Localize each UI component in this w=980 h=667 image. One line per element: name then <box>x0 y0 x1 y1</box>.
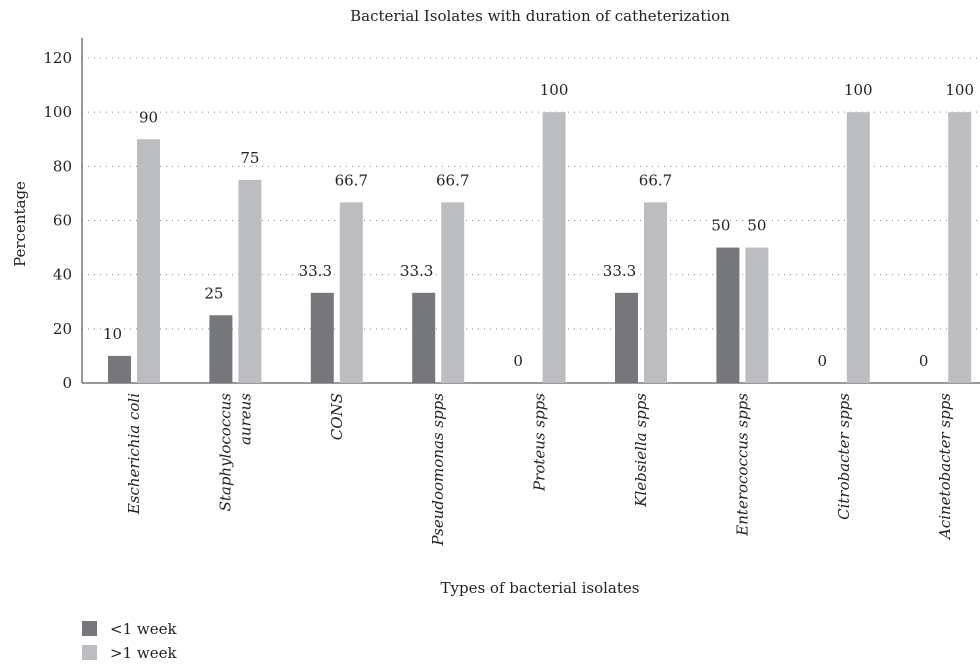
bar-value-label: 10 <box>103 325 122 343</box>
bar-value-label: 0 <box>919 352 929 370</box>
bar-value-label: 0 <box>818 352 828 370</box>
y-tick-label: 120 <box>43 49 72 67</box>
x-category-label: CONS <box>328 393 346 440</box>
bar-value-label: 0 <box>513 352 523 370</box>
bar <box>644 202 667 383</box>
y-axis-ticks: 0 20 40 60 80 100 120 <box>43 49 72 392</box>
x-category-label: Escherichia coli <box>125 393 143 515</box>
y-tick-label: 0 <box>62 374 72 392</box>
bar-value-label: 66.7 <box>436 171 469 189</box>
x-category-label: Staphylococcus <box>216 393 234 512</box>
bar <box>209 315 233 383</box>
bar <box>310 292 334 383</box>
y-tick-label: 100 <box>43 103 72 121</box>
bar <box>339 202 363 383</box>
x-category-label: Acinetobacter spps <box>936 393 954 541</box>
bar-value-label: 33.3 <box>603 262 636 280</box>
bar <box>137 139 160 383</box>
bar <box>716 247 740 383</box>
bar-value-label: 25 <box>204 284 223 302</box>
bars <box>108 112 972 384</box>
bar <box>108 355 131 383</box>
bar-value-label: 100 <box>540 81 569 99</box>
x-category-label: Klebsiella spps <box>632 393 650 508</box>
bar <box>948 112 972 384</box>
chart-title: Bacterial Isolates with duration of cath… <box>350 7 730 25</box>
y-tick-label: 40 <box>53 266 72 284</box>
x-category-label: Citrobacter spps <box>835 393 853 520</box>
x-axis-category-labels: Escherichia coli Staphylococcus aureus CONS… <box>125 393 954 547</box>
bar-value-label: 66.7 <box>639 171 672 189</box>
x-category-label: Pseudoomonas spps <box>429 393 447 547</box>
y-tick-label: 20 <box>53 320 72 338</box>
y-tick-label: 80 <box>53 157 72 175</box>
bar <box>615 292 638 383</box>
x-category-label: Proteus spps <box>531 393 549 492</box>
y-axis-label: Percentage <box>11 181 29 267</box>
bar-value-label: 50 <box>747 217 766 235</box>
legend-label: <1 week <box>110 620 177 638</box>
data-labels: 10 90 25 75 33.3 66.7 33.3 66.7 0 100 33.3 66.7 50 50… <box>103 81 974 370</box>
x-axis-label: Types of bacterial isolates <box>441 579 640 597</box>
bar <box>542 112 566 384</box>
bar-value-label: 100 <box>844 81 873 99</box>
bar-value-label: 90 <box>139 108 158 126</box>
x-category-label: aureus <box>236 393 254 445</box>
bar-value-label: 33.3 <box>400 262 433 280</box>
y-tick-label: 60 <box>53 212 72 230</box>
bar-value-label: 66.7 <box>335 171 368 189</box>
bar <box>412 292 436 383</box>
bar-value-label: 33.3 <box>299 262 332 280</box>
legend-swatch <box>82 621 97 636</box>
x-category-label: Enterococcus spps <box>733 393 751 537</box>
bar-value-label: 100 <box>945 81 974 99</box>
bar-value-label: 50 <box>711 217 730 235</box>
bar <box>846 112 870 384</box>
legend-swatch <box>82 645 97 660</box>
bar <box>238 179 262 383</box>
bar-value-label: 75 <box>240 149 259 167</box>
bar <box>745 247 769 383</box>
bar <box>441 202 465 383</box>
legend-label: >1 week <box>110 644 177 662</box>
legend: <1 week >1 week <box>82 620 177 662</box>
